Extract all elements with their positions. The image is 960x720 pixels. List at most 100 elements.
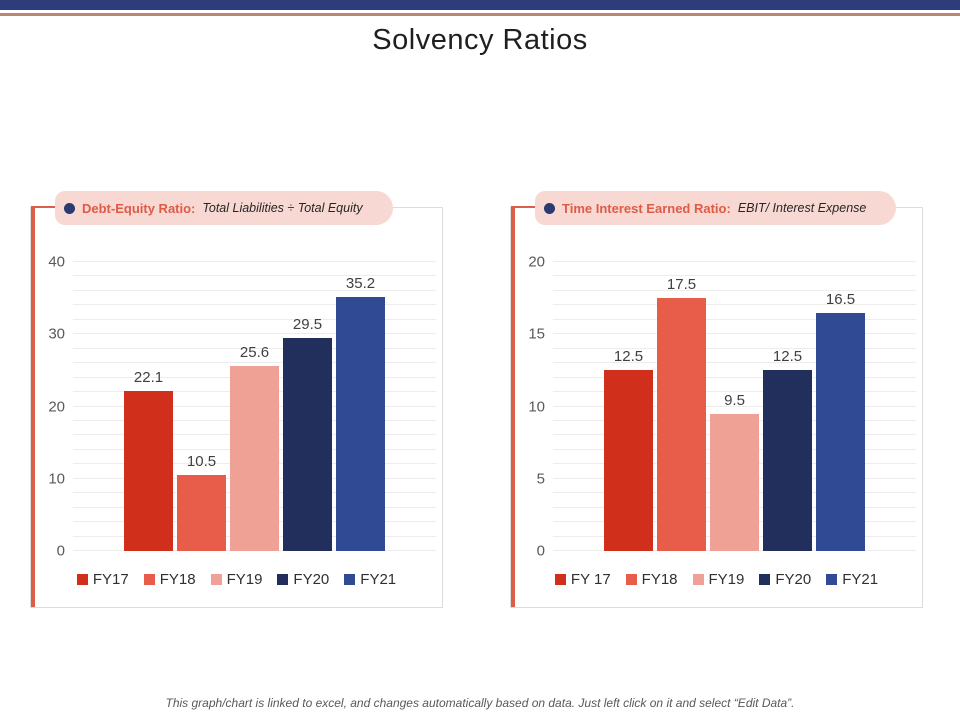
bar-fy17: 12.5 [604,348,653,551]
legend-item-fy21: FY21 [826,571,878,588]
bar-fy19: 25.6 [230,344,279,551]
bar-fy21: 16.5 [816,291,865,551]
gridline [73,318,436,320]
bar-fy20: 29.5 [283,316,332,551]
chart-title-formula: Total Liabilities ÷ Total Equity [202,201,363,215]
y-axis-tick-label: 30 [48,325,65,343]
legend-label: FY18 [159,571,196,588]
y-axis-tick-label: 0 [536,542,545,560]
legend-swatch [759,574,771,585]
legend-label: FY19 [708,571,745,588]
bar-fy17: 22.1 [124,369,173,551]
legend-swatch [826,574,838,585]
y-axis-tick-label: 10 [48,470,65,488]
legend-swatch [692,574,704,585]
gridline [553,318,916,320]
gridline [73,289,436,291]
gridline [553,405,916,407]
legend-swatch [554,574,566,585]
bar-value-label: 16.5 [825,290,856,308]
gridline [73,333,436,335]
bar-value-label: 25.6 [239,344,270,362]
plot-area: 0 10 20 30 40 22.1 10.5 25.6 29.5 35.2 [48,255,436,559]
bar-value-label: 9.5 [724,391,745,409]
gridline [553,362,916,364]
gridline [73,261,436,262]
legend-label: FY21 [842,571,879,588]
legend-item-fy18: FY18 [625,571,678,588]
bar-value-label: 35.2 [345,274,376,292]
legend-label: FY20 [293,571,330,588]
gridline [73,304,436,306]
gridline [553,333,916,335]
bar-value-label: 12.5 [613,348,644,366]
pill-connector-line [31,206,61,208]
slide-title: Solvency Ratios [372,24,588,56]
bar-group: 12.5 17.5 9.5 12.5 16.5 [553,262,916,551]
card-accent-line [511,208,515,607]
gridline [73,275,436,277]
card-accent-line [31,208,35,607]
y-axis-tick-label: 15 [528,325,545,343]
legend: FY 17 FY18 FY19 FY20 FY21 [511,571,922,588]
bar-fy21: 35.2 [336,275,385,551]
chart-title-label: Time Interest Earned Ratio: [562,200,731,216]
bar-value-label: 29.5 [292,315,323,333]
legend-swatch [625,574,637,585]
legend-item-fy19: FY19 [210,571,263,588]
legend-label: FY17 [92,571,129,588]
legend-label: FY21 [360,571,397,588]
bar-value-label: 17.5 [666,276,697,294]
legend-swatch [210,574,222,585]
footnote: This graph/chart is linked to excel, and… [165,696,795,710]
bar-value-label: 22.1 [133,369,164,387]
legend-item-fy20: FY20 [759,571,811,588]
bar-fy20: 12.5 [763,348,812,551]
legend-label: FY20 [775,571,812,588]
plot-area: 0 5 10 15 20 12.5 17.5 9.5 12.5 16.5 [528,255,916,559]
y-axis-tick-label: 10 [528,398,545,415]
gridline [553,347,916,349]
legend-item-fy19: FY19 [692,571,745,588]
chart-title-pill: Debt-Equity Ratio: Total Liabilities ÷ T… [55,191,393,225]
legend-item-fy20: FY20 [277,571,329,588]
pill-connector-line [511,206,541,208]
legend-label: FY19 [226,571,263,588]
top-accent-bar [0,0,960,10]
bar-fy18: 17.5 [657,276,706,551]
legend-item-fy18: FY18 [143,571,196,588]
legend-swatch [344,574,356,585]
chart-card-time-interest-earned-ratio: Time Interest Earned Ratio: EBIT/ Intere… [510,191,923,608]
gridline [553,376,916,378]
chart-title-formula: EBIT/ Interest Expense [737,201,867,215]
bar-fy19: 9.5 [710,392,759,551]
legend-item-fy17: FY 17 [554,571,611,588]
gridline [553,261,916,262]
legend: FY17 FY18 FY19 FY20 FY21 [31,571,442,588]
gridline [73,347,436,349]
bar-value-label: 10.5 [186,453,217,471]
chart-card-debt-equity-ratio: Debt-Equity Ratio: Total Liabilities ÷ T… [30,191,443,608]
y-axis-tick-label: 5 [536,470,545,488]
legend-swatch [277,574,289,585]
gridline [73,362,436,364]
legend-item-fy21: FY21 [344,571,396,588]
gridline [553,391,916,393]
bullet-icon [64,202,75,214]
legend-label: FY18 [641,571,678,588]
legend-label: FY 17 [570,571,611,588]
gridline [553,304,916,306]
chart-title-pill: Time Interest Earned Ratio: EBIT/ Intere… [535,191,897,225]
bar-value-label: 12.5 [772,348,803,366]
bar-fy18: 10.5 [177,453,226,551]
bullet-icon [544,202,555,214]
legend-item-fy17: FY17 [76,571,129,588]
legend-swatch [143,574,155,585]
y-axis-tick-label: 40 [48,253,65,271]
legend-swatch [76,574,88,585]
top-accent-underline [0,13,960,16]
chart-title-label: Debt-Equity Ratio: [82,200,196,216]
gridline [553,275,916,277]
gridline [553,289,916,291]
